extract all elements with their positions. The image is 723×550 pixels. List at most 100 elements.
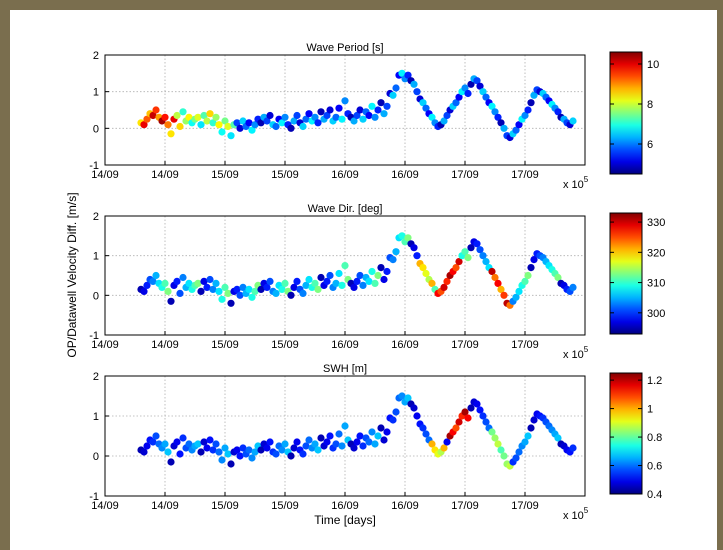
- data-point: [452, 424, 460, 432]
- data-point: [332, 279, 340, 287]
- data-point: [206, 110, 214, 118]
- data-point: [392, 408, 400, 416]
- colorbar-tick-label: 8: [647, 99, 653, 111]
- data-point: [353, 277, 361, 285]
- data-point: [236, 452, 244, 460]
- data-point: [299, 450, 307, 458]
- data-point: [326, 432, 334, 440]
- data-point: [554, 434, 562, 442]
- data-point: [413, 88, 421, 96]
- y-tick-label: 2: [93, 211, 99, 223]
- data-point: [482, 258, 490, 266]
- data-point: [212, 113, 220, 121]
- figure: 14/09 14/09 15/09 15/09 16/09 16/09 17/09 17/09…: [65, 42, 665, 527]
- data-point: [398, 232, 406, 240]
- data-point: [428, 279, 436, 287]
- y-tick-label: 2: [93, 50, 99, 62]
- data-point: [140, 448, 148, 456]
- data-point: [239, 117, 247, 125]
- data-point: [326, 271, 334, 280]
- data-point: [356, 432, 364, 440]
- data-point: [338, 115, 346, 123]
- data-point: [467, 404, 475, 412]
- data-point: [164, 287, 172, 295]
- panel-title: Wave Period [s]: [306, 42, 383, 54]
- data-point: [272, 122, 280, 131]
- data-point: [161, 279, 169, 287]
- data-point: [524, 432, 532, 440]
- data-point: [554, 108, 562, 116]
- data-point: [410, 404, 418, 412]
- x-multiplier-base: x 10: [563, 349, 584, 361]
- data-point: [389, 256, 397, 264]
- data-point: [143, 442, 151, 450]
- data-point: [383, 428, 391, 436]
- data-point: [440, 283, 448, 291]
- data-point: [326, 106, 334, 114]
- data-point: [350, 117, 358, 125]
- data-point: [419, 99, 427, 107]
- data-point: [398, 69, 406, 77]
- data-point: [455, 418, 463, 426]
- data-point: [218, 456, 226, 464]
- data-point: [368, 428, 376, 436]
- data-point: [311, 440, 319, 448]
- data-point: [377, 99, 385, 107]
- data-point: [443, 277, 451, 285]
- data-point: [164, 448, 172, 456]
- data-point: [461, 408, 469, 416]
- data-point: [335, 104, 343, 112]
- data-point: [206, 275, 214, 284]
- y-axis-label: OP/Datawell Velocity Diff. [m/s]: [65, 192, 79, 357]
- data-point: [359, 115, 367, 123]
- data-point: [467, 244, 475, 252]
- data-point: [341, 97, 349, 105]
- data-point: [149, 111, 157, 120]
- x-tick-label: 14/09: [91, 500, 119, 512]
- data-point: [209, 119, 217, 127]
- data-point: [203, 117, 211, 125]
- data-point: [305, 436, 313, 444]
- data-point: [467, 80, 475, 88]
- data-point: [332, 440, 340, 448]
- data-point: [200, 277, 208, 285]
- data-point: [161, 440, 169, 448]
- data-point: [257, 285, 265, 293]
- data-point: [455, 93, 463, 101]
- x-multiplier: x 105: [563, 175, 589, 191]
- data-point: [173, 438, 181, 446]
- data-point: [464, 414, 472, 422]
- data-point: [500, 452, 508, 460]
- data-point: [143, 281, 151, 289]
- data-point: [263, 117, 271, 125]
- data-point: [299, 122, 307, 131]
- data-point: [323, 277, 331, 285]
- data-point: [338, 281, 346, 289]
- x-tick-label: 16/09: [391, 339, 419, 351]
- data-point: [212, 440, 220, 448]
- data-point: [461, 84, 469, 92]
- data-point: [314, 119, 322, 127]
- data-point: [290, 283, 298, 291]
- data-point: [185, 113, 193, 121]
- data-point: [428, 113, 436, 121]
- data-point: [266, 438, 274, 446]
- x-tick-label: 16/09: [391, 169, 419, 181]
- data-point: [263, 283, 271, 291]
- data-point: [350, 444, 358, 452]
- x-tick-label: 16/09: [331, 500, 359, 512]
- data-point: [443, 111, 451, 120]
- data-point: [215, 448, 223, 456]
- data-point: [521, 277, 529, 285]
- data-point: [380, 110, 388, 118]
- data-point: [278, 285, 286, 293]
- colorbar-tick-label: 330: [647, 217, 665, 229]
- data-point: [185, 279, 193, 287]
- data-point: [203, 444, 211, 452]
- data-point: [482, 93, 490, 101]
- data-point: [392, 84, 400, 92]
- data-point: [215, 121, 223, 129]
- data-point: [317, 273, 325, 282]
- x-tick-label: 15/09: [211, 169, 239, 181]
- data-point: [512, 454, 520, 462]
